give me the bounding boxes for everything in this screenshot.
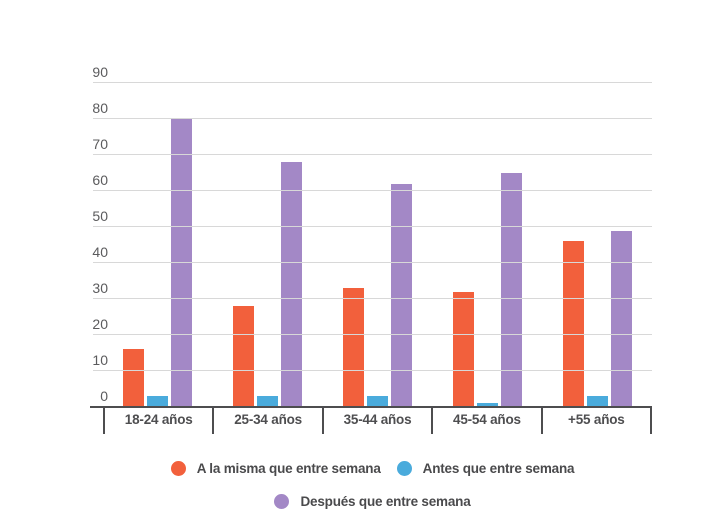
bar-series-3-category-5: [610, 230, 632, 407]
bar-series-3-category-4: [500, 173, 522, 407]
gridline-30: [93, 298, 652, 299]
legend: A la misma que entre semana Antes que en…: [93, 461, 652, 509]
y-tick-label-50: 50: [92, 208, 108, 224]
legend-label-misma: A la misma que entre semana: [196, 461, 381, 476]
bar-series-2-category-2: [257, 396, 279, 407]
legend-item-misma: A la misma que entre semana: [170, 461, 381, 476]
gridline-60: [93, 190, 652, 191]
y-tick-label-70: 70: [92, 136, 108, 152]
y-tick-label-20: 20: [92, 316, 108, 332]
y-tick-label-0: 0: [100, 388, 108, 404]
y-tick-label-90: 90: [92, 64, 108, 80]
bar-series-1-category-5: [562, 241, 584, 407]
bar-group-2: [213, 83, 323, 407]
legend-dot-orange-icon: [170, 461, 186, 476]
gridline-50: [93, 226, 652, 227]
bar-series-3-category-2: [281, 162, 303, 407]
legend-item-despues: Después que entre semana: [274, 494, 471, 509]
gridline-90: [93, 82, 652, 83]
y-tick-label-80: 80: [92, 100, 108, 116]
bar-series-1-category-4: [452, 291, 474, 407]
gridline-10: [93, 370, 652, 372]
legend-dot-blue-icon: [396, 461, 412, 476]
bar-group-3: [323, 83, 433, 407]
gridline-40: [93, 262, 652, 264]
bars-container: [103, 83, 652, 407]
x-axis-line: [90, 406, 652, 408]
x-axis-labels: 18-24 años 25-34 años 35-44 años 45-54 años…: [103, 408, 653, 434]
bar-series-1-category-2: [233, 306, 255, 407]
legend-row-2: Después que entre semana: [274, 494, 471, 509]
y-tick-label-10: 10: [92, 352, 108, 368]
x-category-label-1: 18-24 años: [103, 408, 212, 434]
legend-dot-purple-icon: [274, 494, 290, 509]
bar-series-2-category-4: [476, 403, 498, 407]
bar-series-2-category-3: [366, 396, 388, 407]
gridline-70: [93, 154, 652, 155]
bar-series-1-category-1: [123, 349, 145, 407]
gridline-80: [93, 118, 652, 120]
gridline-20: [93, 334, 652, 336]
bar-group-5: [542, 83, 652, 407]
x-category-label-4: 45-54 años: [431, 408, 540, 434]
bar-series-2-category-5: [586, 396, 608, 407]
bar-series-1-category-3: [342, 288, 364, 407]
legend-label-despues: Después que entre semana: [300, 494, 471, 509]
x-category-label-3: 35-44 años: [321, 408, 431, 434]
y-tick-label-30: 30: [92, 280, 108, 296]
y-tick-label-40: 40: [92, 244, 108, 260]
bar-group-1: [103, 83, 213, 407]
bar-series-3-category-3: [390, 183, 412, 407]
legend-row-1: A la misma que entre semana Antes que en…: [170, 461, 575, 476]
x-category-label-2: 25-34 años: [212, 408, 321, 434]
y-axis-labels: 0 10 20 30 40 50 60 70 80 90: [0, 65, 108, 407]
legend-label-antes: Antes que entre semana: [422, 461, 575, 476]
x-category-label-5: +55 años: [540, 408, 653, 434]
bar-group-4: [432, 83, 542, 407]
y-tick-label-60: 60: [92, 172, 108, 188]
bar-series-2-category-1: [147, 396, 169, 407]
legend-item-antes: Antes que entre semana: [396, 461, 575, 476]
plot-area: [93, 82, 652, 407]
